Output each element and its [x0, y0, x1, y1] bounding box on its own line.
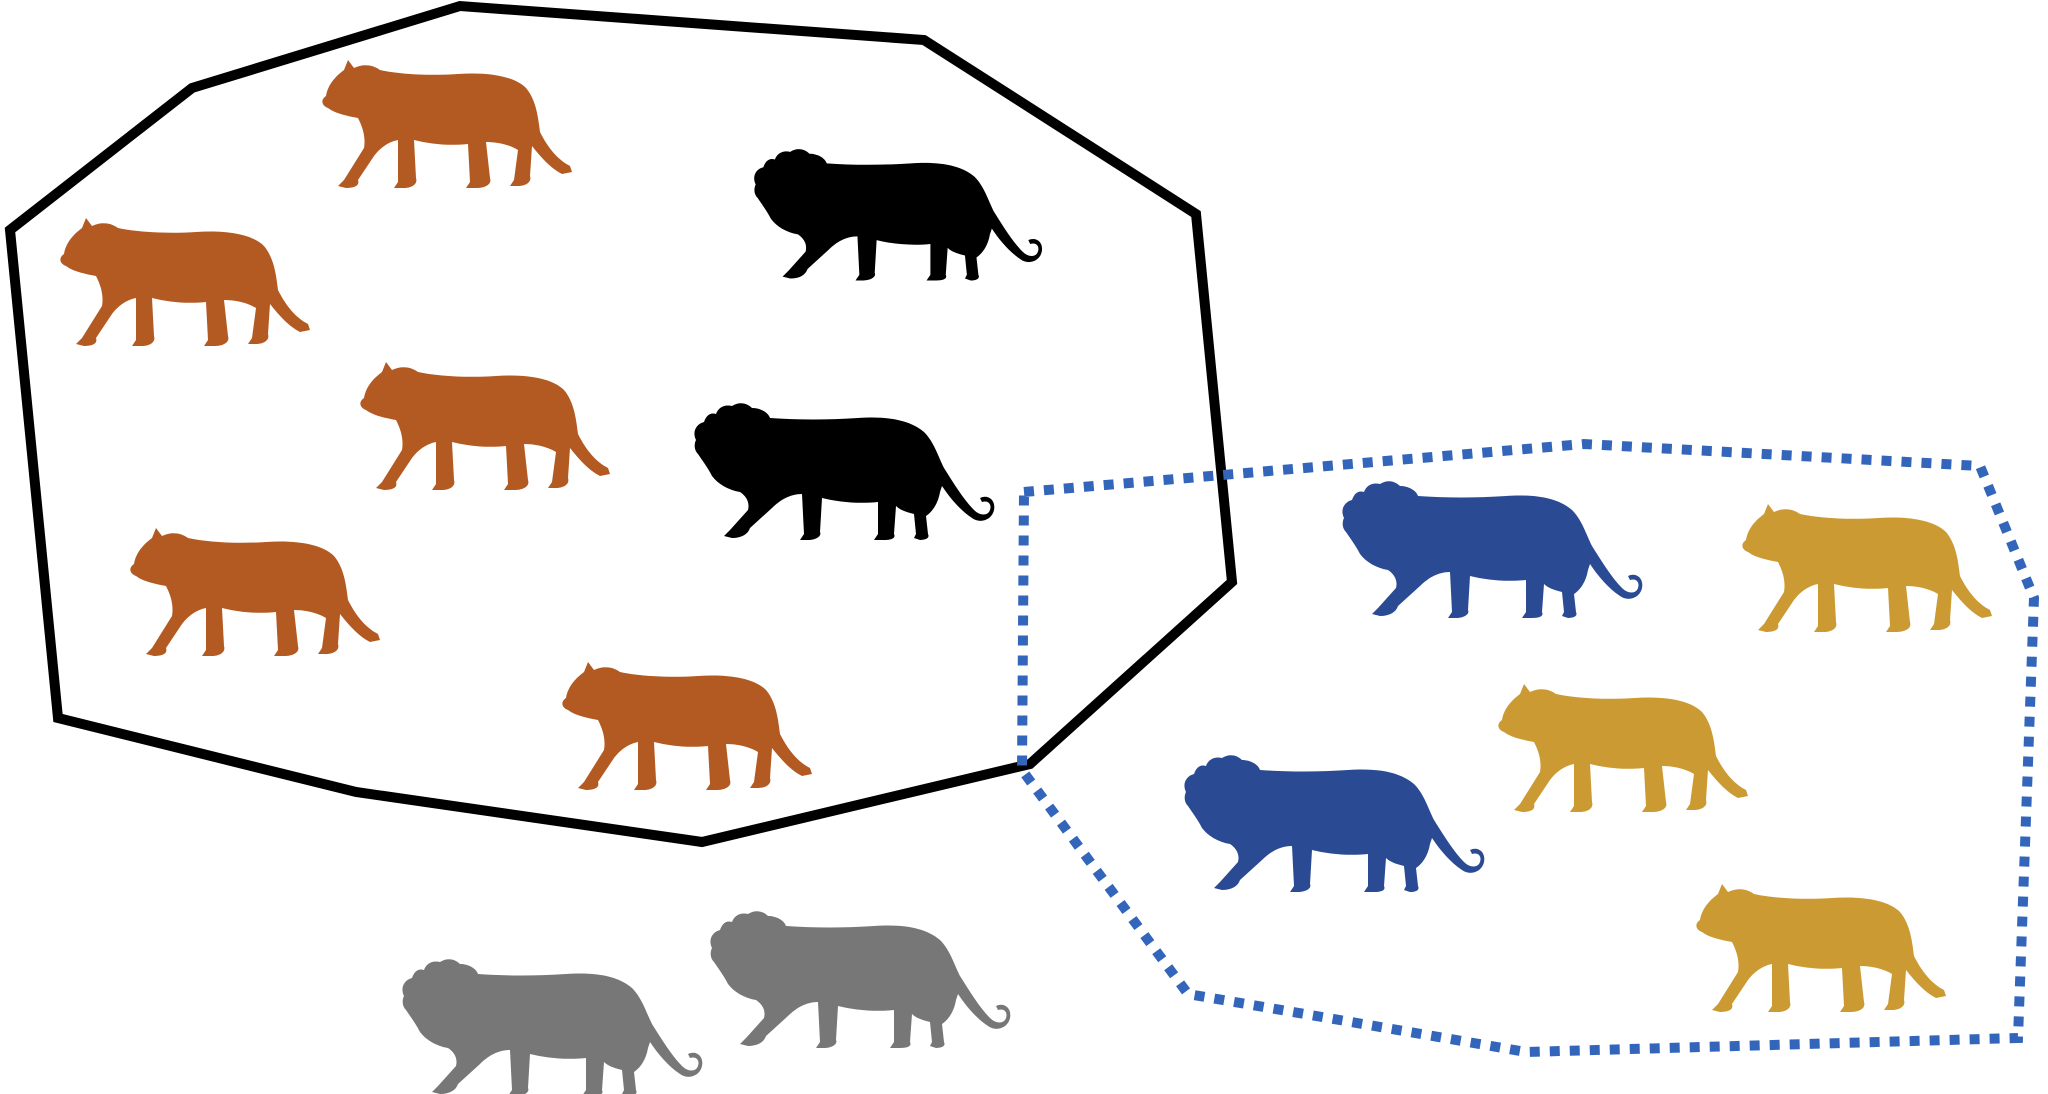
- lioness-icon-pride-b: [1696, 884, 1946, 1012]
- lioness-icon-pride-a: [60, 218, 310, 346]
- lioness-icon-pride-a: [360, 362, 610, 490]
- pride-b-boundary: [1016, 438, 2040, 1058]
- lion-icon-outsider: [402, 959, 703, 1094]
- lioness-icon-pride-b: [1742, 504, 1992, 632]
- lion-icon-pride-b: [1342, 481, 1643, 618]
- lion-icon-pride-b: [1184, 755, 1485, 892]
- lioness-icon-pride-b: [1498, 684, 1748, 812]
- lion-icon-outsider: [710, 911, 1011, 1048]
- lion-icon-pride-a: [694, 403, 995, 540]
- lion-icon-pride-a: [754, 149, 1043, 281]
- lioness-icon-pride-a: [130, 528, 380, 656]
- lioness-icon-pride-a: [562, 662, 812, 790]
- lioness-icon-pride-a: [322, 60, 572, 188]
- pride-a-boundary: [4, 0, 1238, 848]
